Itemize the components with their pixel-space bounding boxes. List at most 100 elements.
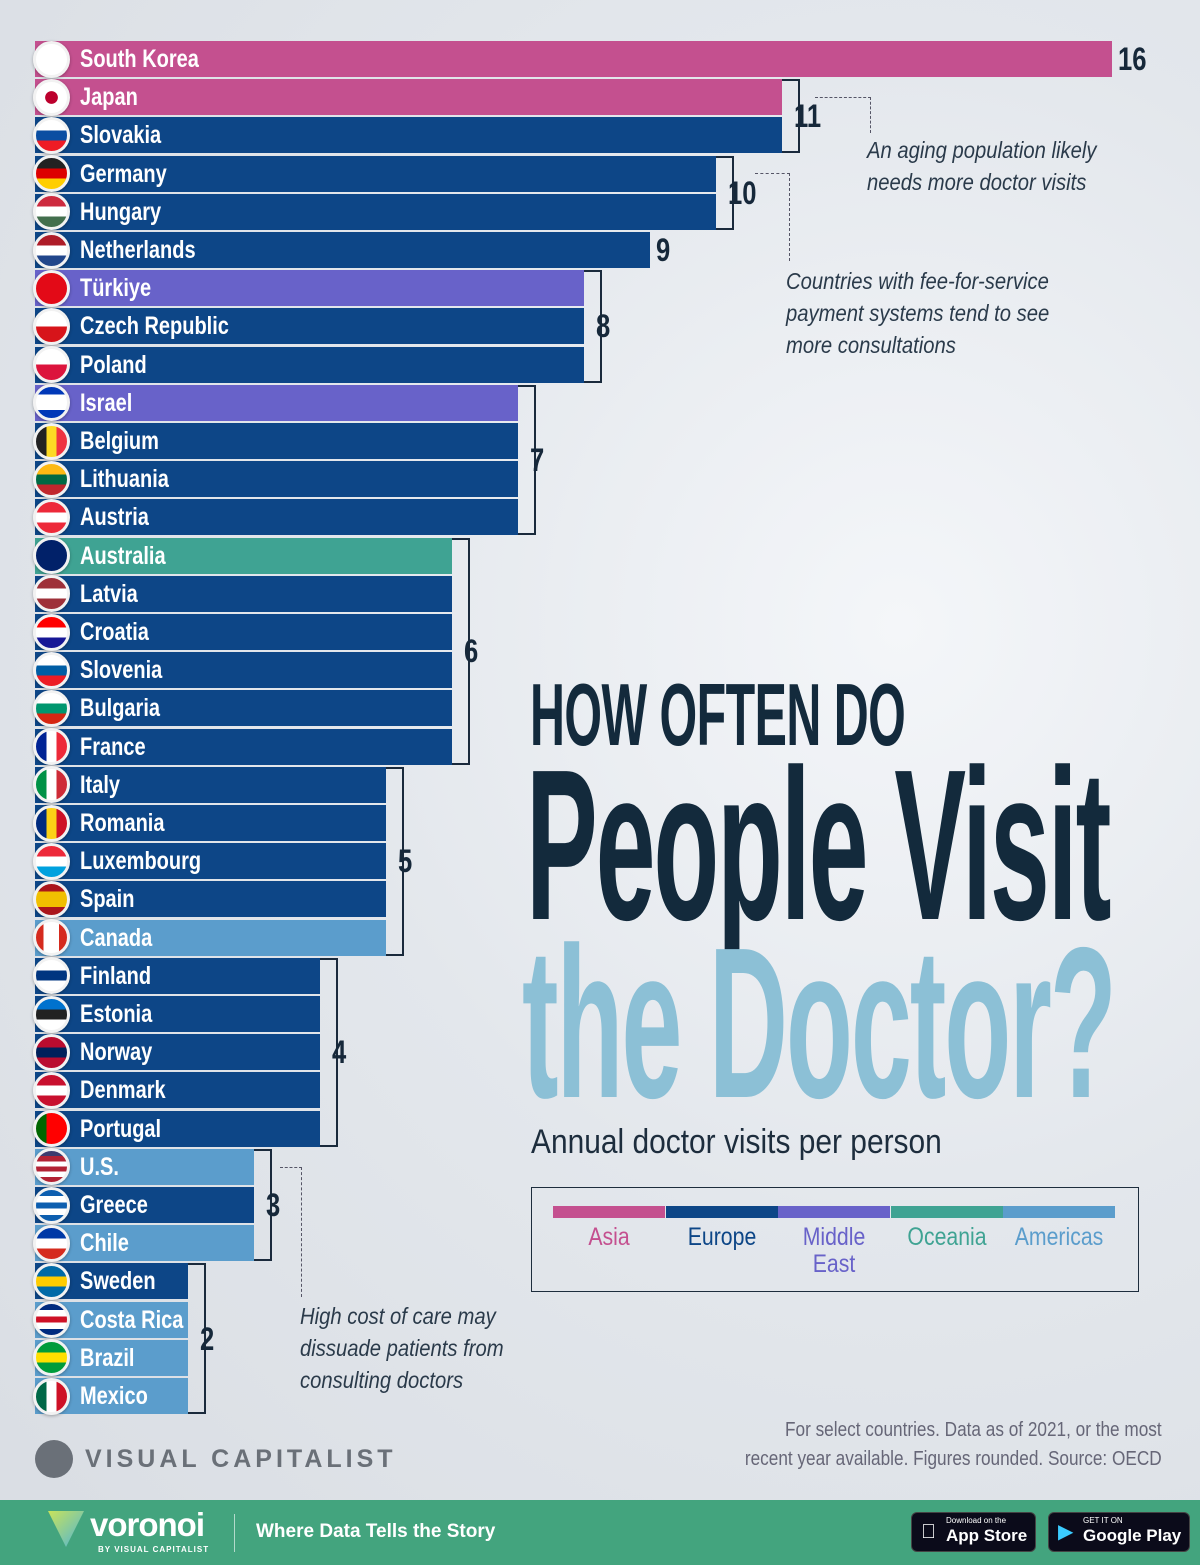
flag-icon (33, 919, 70, 957)
visual-capitalist-logo: VISUAL CAPITALIST (35, 1440, 397, 1478)
flag-icon (33, 804, 70, 842)
annotation-high-cost: High cost of care may dissuade patients f… (300, 1303, 504, 1393)
bar-label: Israel (80, 388, 133, 417)
bar-canada: Canada (35, 919, 386, 956)
apple-icon:  (921, 1522, 936, 1542)
flag-icon (33, 1224, 70, 1262)
bar-chart: South Korea Japan Slovakia Germany Hungary Ne… (33, 40, 1146, 1415)
bar-t-rkiye: Türkiye (35, 270, 584, 307)
flag-icon (33, 498, 70, 536)
title-line-1: HOW OFTEN DO (530, 665, 906, 764)
flag-icon (33, 613, 70, 651)
flag-icon (33, 957, 70, 995)
bar-czech-republic: Czech Republic (35, 308, 584, 345)
bar-label: Portugal (80, 1114, 162, 1143)
flag-icon (33, 422, 70, 460)
legend-swatch (890, 1206, 1003, 1218)
flag-icon (33, 1377, 70, 1415)
bar-label: Chile (80, 1229, 129, 1258)
legend-swatch (1003, 1206, 1116, 1218)
subtitle: Annual doctor visits per person (531, 1123, 942, 1161)
app-store-label: App Store (946, 1526, 1028, 1545)
flag-icon (33, 1071, 70, 1109)
value-label: 2 (200, 1320, 215, 1357)
bar-label: Slovenia (80, 656, 163, 685)
flag-icon (33, 116, 70, 154)
google-play-label: Google Play (1083, 1526, 1182, 1545)
flag-icon (33, 728, 70, 766)
bar-slovenia: Slovenia (35, 652, 452, 689)
bar-label: Austria (80, 503, 149, 532)
legend-item-middle-east: Middle East (778, 1206, 891, 1278)
bar-austria: Austria (35, 499, 518, 536)
value-label: 6 (464, 633, 479, 670)
flag-icon (33, 1033, 70, 1071)
bar-greece: Greece (35, 1187, 254, 1223)
value-bracket (386, 766, 404, 956)
vc-logo-icon (35, 1440, 73, 1478)
flag-icon (33, 1262, 70, 1300)
bar-latvia: Latvia (35, 575, 452, 612)
legend-label: Oceania (907, 1223, 987, 1251)
bar-croatia: Croatia (35, 614, 452, 650)
bar-label: Belgium (80, 427, 159, 455)
divider (234, 1514, 235, 1552)
bar-label: U.S. (80, 1152, 119, 1181)
bar-label: Lithuania (80, 465, 169, 494)
legend: Asia Europe Middle East Oceania Americas (531, 1187, 1139, 1292)
flag-icon (33, 1110, 70, 1148)
flag-icon (33, 1148, 70, 1186)
value-bracket (716, 155, 734, 230)
flag-icon (33, 880, 70, 918)
value-bracket (320, 957, 338, 1147)
bar-label: Denmark (80, 1076, 166, 1105)
value-bracket (254, 1148, 272, 1262)
bar-norway: Norway (35, 1034, 320, 1071)
annotation-fee-for-service: Countries with fee-for-service payment sy… (786, 268, 1050, 358)
value-label: 8 (596, 308, 611, 345)
bar-germany: Germany (35, 155, 716, 192)
bar-denmark: Denmark (35, 1072, 320, 1109)
bar-netherlands: Netherlands (35, 232, 650, 268)
legend-swatch (665, 1206, 778, 1218)
flag-icon (33, 1186, 70, 1224)
flag-icon (33, 346, 70, 384)
bar-luxembourg: Luxembourg (35, 843, 386, 880)
bar-france: France (35, 728, 452, 765)
bar-portugal: Portugal (35, 1110, 320, 1147)
flag-icon (33, 384, 70, 422)
legend-item-europe: Europe (665, 1206, 778, 1251)
bar-japan: Japan (35, 79, 782, 116)
title-line-3: the Doctor? (522, 902, 1117, 1143)
flag-icon (33, 1339, 70, 1377)
google-play-button[interactable]: ▶ GET IT ON Google Play (1048, 1512, 1191, 1552)
bar-poland: Poland (35, 346, 584, 383)
bar-estonia: Estonia (35, 996, 320, 1032)
legend-swatch (778, 1206, 891, 1218)
value-label: 11 (794, 98, 822, 135)
legend-item-oceania: Oceania (890, 1206, 1003, 1251)
bar-label: Romania (80, 809, 165, 837)
annotation-aging: An aging population likely needs more doc… (867, 137, 1097, 195)
bar-label: Brazil (80, 1343, 135, 1372)
bar-slovakia: Slovakia (35, 117, 782, 154)
bar-label: Bulgaria (80, 694, 161, 723)
flag-icon (33, 842, 70, 880)
voronoi-by: BY VISUAL CAPITALIST (98, 1545, 210, 1554)
voronoi-logo[interactable]: voronoi (90, 1506, 205, 1543)
bar-spain: Spain (35, 881, 386, 918)
bar-label: Australia (80, 541, 166, 570)
app-store-small: Download on the (946, 1516, 1007, 1525)
bar-finland: Finland (35, 957, 320, 994)
bar-label: South Korea (80, 45, 199, 73)
legend-label: Middle East (802, 1223, 866, 1278)
bar-label: Norway (80, 1038, 153, 1067)
bar-label: Croatia (80, 618, 149, 646)
flag-icon (33, 1301, 70, 1339)
bar-label: Türkiye (80, 274, 152, 303)
flag-icon (33, 651, 70, 689)
legend-label: Americas (1015, 1223, 1104, 1251)
value-label: 10 (728, 174, 757, 211)
bar-romania: Romania (35, 805, 386, 841)
